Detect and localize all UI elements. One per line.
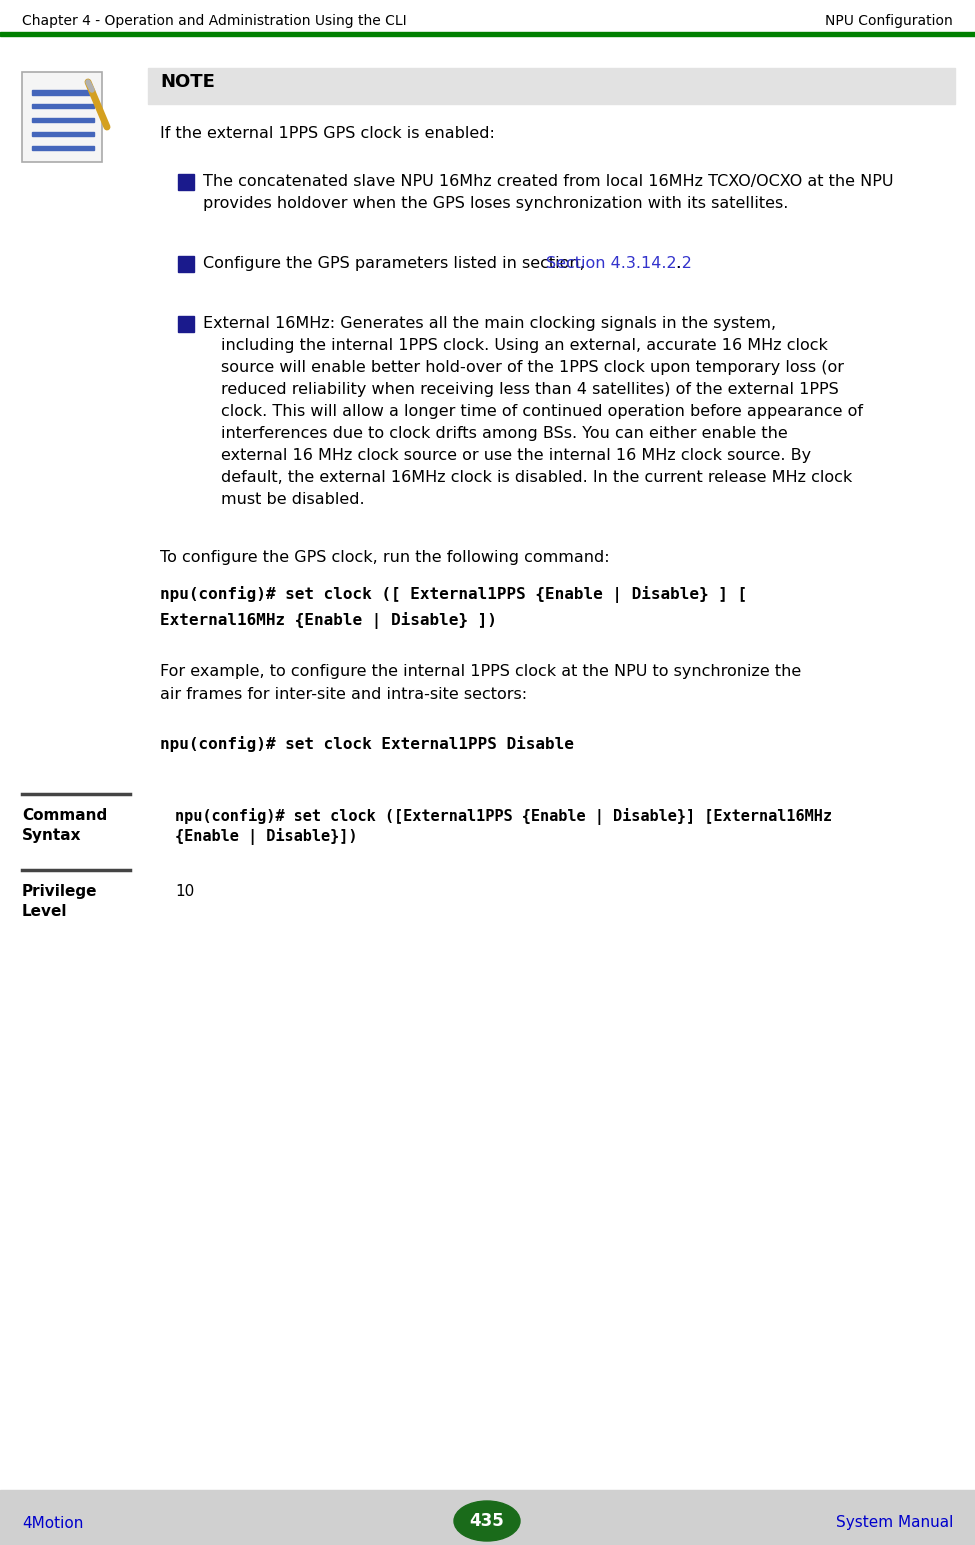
Text: interferences due to clock drifts among BSs. You can either enable the: interferences due to clock drifts among … xyxy=(221,426,788,440)
Bar xyxy=(0,1489,975,1545)
Ellipse shape xyxy=(454,1502,520,1540)
Text: Section 4.3.14.2.2: Section 4.3.14.2.2 xyxy=(546,256,692,270)
Text: 10: 10 xyxy=(175,884,194,899)
Bar xyxy=(32,131,94,136)
Text: To configure the GPS clock, run the following command:: To configure the GPS clock, run the foll… xyxy=(160,550,609,565)
Text: Level: Level xyxy=(22,904,67,919)
Text: External 16MHz: Generates all the main clocking signals in the system,: External 16MHz: Generates all the main c… xyxy=(203,317,776,331)
Text: npu(config)# set clock External1PPS Disable: npu(config)# set clock External1PPS Disa… xyxy=(160,735,574,752)
Text: external 16 MHz clock source or use the internal 16 MHz clock source. By: external 16 MHz clock source or use the … xyxy=(221,448,811,463)
Text: npu(config)# set clock ([External1PPS {Enable | Disable}] [External16MHz: npu(config)# set clock ([External1PPS {E… xyxy=(175,808,832,825)
Text: Chapter 4 - Operation and Administration Using the CLI: Chapter 4 - Operation and Administration… xyxy=(22,14,407,28)
Text: NPU Configuration: NPU Configuration xyxy=(825,14,953,28)
Text: including the internal 1PPS clock. Using an external, accurate 16 MHz clock: including the internal 1PPS clock. Using… xyxy=(221,338,828,352)
Text: .: . xyxy=(675,256,680,270)
Bar xyxy=(32,145,94,150)
Text: provides holdover when the GPS loses synchronization with its satellites.: provides holdover when the GPS loses syn… xyxy=(203,196,789,212)
Bar xyxy=(178,317,194,332)
Bar xyxy=(32,117,94,122)
Text: NOTE: NOTE xyxy=(160,73,214,91)
Text: must be disabled.: must be disabled. xyxy=(221,491,365,507)
Text: Configure the GPS parameters listed in section,: Configure the GPS parameters listed in s… xyxy=(203,256,590,270)
Text: source will enable better hold-over of the 1PPS clock upon temporary loss (or: source will enable better hold-over of t… xyxy=(221,360,844,375)
Text: {Enable | Disable}]): {Enable | Disable}]) xyxy=(175,828,358,845)
Bar xyxy=(148,68,955,104)
Text: default, the external 16MHz clock is disabled. In the current release MHz clock: default, the external 16MHz clock is dis… xyxy=(221,470,852,485)
Text: 435: 435 xyxy=(470,1513,504,1530)
Text: Syntax: Syntax xyxy=(22,828,82,844)
Bar xyxy=(32,90,94,94)
Text: Command: Command xyxy=(22,808,107,823)
Text: External16MHz {Enable | Disable} ]): External16MHz {Enable | Disable} ]) xyxy=(160,612,497,629)
Text: reduced reliability when receiving less than 4 satellites) of the external 1PPS: reduced reliability when receiving less … xyxy=(221,382,838,397)
Bar xyxy=(178,256,194,272)
Text: If the external 1PPS GPS clock is enabled:: If the external 1PPS GPS clock is enable… xyxy=(160,127,495,141)
Bar xyxy=(0,31,975,36)
Bar xyxy=(178,175,194,190)
FancyBboxPatch shape xyxy=(22,73,102,162)
Text: Privilege: Privilege xyxy=(22,884,98,899)
Bar xyxy=(32,104,94,108)
Text: npu(config)# set clock ([ External1PPS {Enable | Disable} ] [: npu(config)# set clock ([ External1PPS {… xyxy=(160,586,747,603)
Text: The concatenated slave NPU 16Mhz created from local 16MHz TCXO/OCXO at the NPU: The concatenated slave NPU 16Mhz created… xyxy=(203,175,893,188)
Text: clock. This will allow a longer time of continued operation before appearance of: clock. This will allow a longer time of … xyxy=(221,403,863,419)
Text: For example, to configure the internal 1PPS clock at the NPU to synchronize the: For example, to configure the internal 1… xyxy=(160,664,801,678)
Text: 4Motion: 4Motion xyxy=(22,1516,84,1531)
Text: System Manual: System Manual xyxy=(836,1516,953,1531)
Text: air frames for inter-site and intra-site sectors:: air frames for inter-site and intra-site… xyxy=(160,688,527,701)
